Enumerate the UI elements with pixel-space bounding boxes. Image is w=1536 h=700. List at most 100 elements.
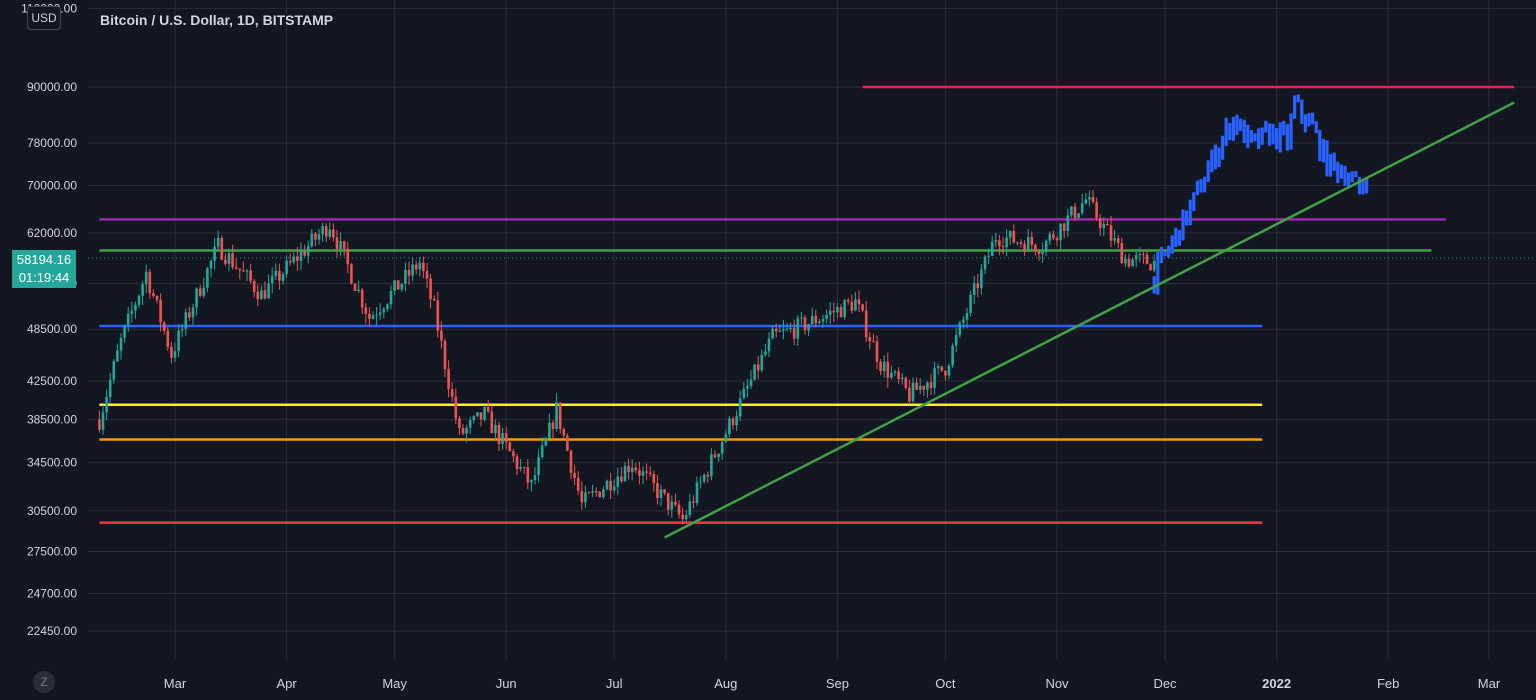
candle-body (486, 406, 490, 412)
candle-body (983, 256, 987, 270)
candle-body (314, 233, 317, 240)
projection-bar (1181, 209, 1185, 241)
candle-body (886, 361, 890, 378)
candle-body (879, 361, 882, 372)
last-price-tag: 58194.16 01:19:44 (12, 250, 76, 288)
candle-body (256, 291, 260, 300)
candle-body (317, 234, 321, 240)
candle-body (425, 271, 429, 279)
candle-body (249, 270, 252, 282)
projection-bar (1246, 124, 1250, 148)
candle-body (641, 471, 645, 476)
candle-body (134, 304, 137, 311)
candle-body (911, 382, 915, 402)
candle-body (148, 271, 152, 294)
projection-bar (1159, 246, 1163, 264)
candle-body (468, 420, 472, 428)
projection-bar (1177, 230, 1181, 246)
candle-body (764, 351, 767, 355)
projection-bar (1239, 118, 1243, 132)
candle-body (645, 471, 648, 473)
candle-body (278, 270, 281, 281)
candle-body (130, 310, 134, 314)
candle-body (497, 425, 501, 444)
x-tick-label: Jun (496, 676, 517, 691)
candle-body (922, 385, 926, 390)
candle-body (1066, 215, 1070, 231)
candle-body (1098, 218, 1102, 229)
x-tick-label: Dec (1153, 676, 1177, 691)
candle-body (854, 299, 857, 311)
projection-bar (1188, 199, 1192, 226)
chart-title: Bitcoin / U.S. Dollar, 1D, BITSTAMP (100, 12, 334, 28)
candle-body (202, 287, 206, 296)
candle-body (796, 318, 800, 339)
candle-body (828, 310, 832, 315)
candle-body (1073, 206, 1077, 218)
candle-body (1134, 255, 1138, 260)
candle-body (674, 501, 677, 505)
candle-body (522, 467, 526, 469)
x-tick-label: Nov (1045, 676, 1069, 691)
projection-bar (1303, 114, 1307, 133)
candle-body (173, 351, 177, 358)
candle-body (1037, 251, 1041, 255)
projection-bar (1192, 192, 1196, 212)
candle-body (875, 341, 879, 362)
projection-bar (1339, 164, 1343, 179)
candle-body (123, 325, 126, 338)
candle-body (1077, 213, 1080, 218)
trend-line (664, 101, 1515, 539)
projection-bar (1332, 152, 1336, 172)
candle-body (238, 268, 242, 271)
candle-body (245, 270, 249, 272)
x-tick-label: Feb (1377, 676, 1399, 691)
candle-body (166, 330, 170, 347)
candle-body (310, 233, 314, 247)
candle-body (807, 324, 810, 331)
candle-body (198, 288, 202, 296)
candle-body (767, 338, 771, 352)
projection-bar (1329, 153, 1333, 177)
candle-body (864, 310, 868, 338)
candle-body (994, 240, 998, 242)
projection-bar (1249, 129, 1253, 143)
candle-body (814, 315, 818, 324)
candle-body (551, 422, 555, 429)
candle-body (206, 268, 209, 288)
candle-body (274, 270, 278, 276)
candle-body (1048, 234, 1052, 241)
candle-body (584, 492, 587, 503)
candle-body (458, 418, 461, 428)
candle-body (677, 504, 681, 515)
projection-bar (1336, 161, 1340, 184)
projection-bar (1282, 120, 1286, 136)
candle-body (393, 280, 396, 291)
x-tick-label: 2022 (1262, 676, 1291, 691)
candle-body (774, 328, 778, 332)
candle-body (396, 280, 400, 290)
candle-body (342, 241, 346, 249)
candle-body (846, 300, 850, 302)
candle-body (515, 456, 519, 469)
candle-body (782, 329, 785, 331)
candle-body (1152, 261, 1156, 271)
candle-body (1091, 197, 1095, 203)
candle-body (598, 491, 602, 498)
candle-body (940, 366, 944, 371)
y-tick-label: 42500.00 (27, 374, 77, 388)
candle-body (188, 312, 191, 318)
currency-selector[interactable]: USD (27, 6, 61, 30)
candle-body (440, 330, 443, 341)
candle-body (101, 412, 105, 430)
candle-body (720, 442, 724, 454)
candle-body (839, 307, 843, 318)
y-tick-label: 22450.00 (27, 624, 77, 638)
candle-body (771, 328, 774, 339)
candle-body (263, 290, 267, 299)
projection-bar (1343, 165, 1347, 186)
candle-body (1055, 238, 1059, 241)
candle-body (227, 253, 231, 264)
projection-bar (1235, 114, 1239, 136)
